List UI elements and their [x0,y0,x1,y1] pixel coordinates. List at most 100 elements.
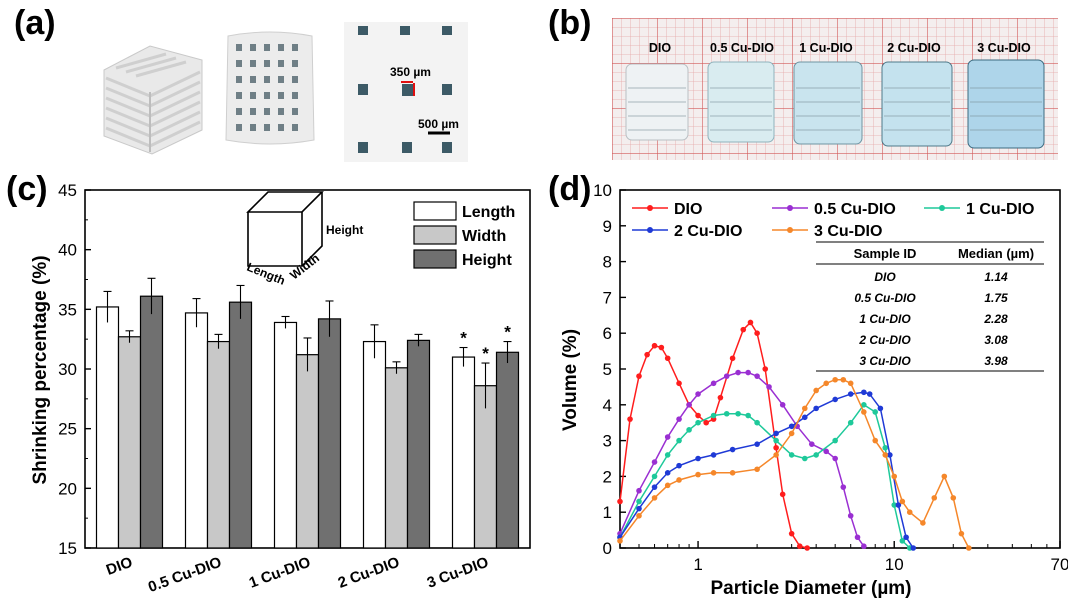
data-point-0-5-cu-dio [808,441,815,447]
data-point-3-cu-dio [958,530,965,537]
chart-c-legend: Length Width Height [408,195,526,271]
data-point-3-cu-dio [676,477,682,483]
legend-marker-0-5-cu-dio [787,205,793,211]
data-point-2-cu-dio [847,391,854,397]
data-point-2-cu-dio [788,423,795,430]
chart-c-x-tick-label: 3 Cu-DIO [425,554,491,592]
data-point-1-cu-dio [636,498,642,505]
bar-height-3-cu-dio [495,351,520,549]
table-cell-sample: 1 Cu-DIO [859,312,911,326]
chart-c-y-tick-label: 35 [58,300,77,319]
data-point-2-cu-dio [861,389,867,396]
data-point-3-cu-dio [813,387,819,394]
chart-d-y-tick-label: 6 [603,324,612,343]
bar-length-0-5-cu-dio [184,312,209,549]
data-point-3-cu-dio [617,538,623,544]
data-point-3-cu-dio [920,520,926,526]
data-point-3-cu-dio [966,545,972,551]
data-point-1-cu-dio [723,410,730,417]
panel-letter-a: (a) [14,4,56,42]
bar-height-1-cu-dio [317,318,342,549]
data-point-1-cu-dio [813,452,819,458]
chart-d-x-tick-label: 1 [693,555,702,574]
table-header-median: Median (µm) [958,246,1034,261]
data-point-3-cu-dio [651,495,658,501]
bar-height-2-cu-dio [406,339,431,549]
chart-d-x-tick-label: 70 [1051,555,1068,574]
table-cell-median: 1.14 [984,270,1008,284]
median-inset-table: Sample ID Median (µm) DIO 1.14 0.5 Cu-DIO 1.7… [816,241,1044,372]
legend-label-dio: DIO [674,201,702,218]
data-point-dio [717,394,724,401]
data-point-1-cu-dio [773,437,779,444]
cube-height-label: Height [326,223,363,237]
data-point-dio [762,366,769,372]
data-point-3-cu-dio [754,466,760,473]
bar-length-2-cu-dio [362,340,387,549]
chart-d-y-tick-label: 2 [603,467,612,486]
data-point-2-cu-dio [877,405,884,412]
data-point-0-5-cu-dio [686,402,692,408]
data-point-3-cu-dio [931,495,938,501]
chart-d-y-axis-label: Volume (%) [560,329,581,431]
data-point-dio [729,355,736,362]
cube-length-label: Length [245,260,287,288]
shrinking-bar-chart: 15 20 25 30 35 40 45 DIO 0.5 Cu-DIO 1 Cu-DIO 2 Cu-… [30,181,531,596]
chart-c-plot-area: 15 20 25 30 35 40 45 DIO 0.5 Cu-DIO 1 Cu-DIO 2 Cu-… [58,181,531,596]
bar-length-dio [95,306,120,549]
data-point-3-cu-dio [891,473,898,480]
sample-label-1-cu-dio: 1 Cu-DIO [799,41,853,55]
data-point-dio [644,351,650,358]
data-point-dio [627,416,633,422]
bar-length-1-cu-dio [273,321,298,549]
chart-c-y-tick-label: 45 [58,181,77,200]
data-point-2-cu-dio [664,470,671,476]
data-point-dio [703,419,709,426]
data-point-dio [773,444,779,451]
particle-size-line-chart: 0 1 2 3 4 5 6 7 8 9 10 1 10 70 Volume (%) Particle Di… [560,181,1068,599]
legend-marker-dio [647,205,653,211]
data-point-3-cu-dio [729,470,736,476]
table-cell-median: 1.75 [984,291,1008,305]
data-point-2-cu-dio [801,414,808,421]
data-point-dio [747,319,754,326]
data-point-1-cu-dio [754,419,760,426]
chart-c-y-tick-label: 40 [58,241,77,260]
chart-d-y-tick-label: 8 [603,253,612,272]
data-point-3-cu-dio [899,498,906,505]
data-point-2-cu-dio [813,405,819,412]
table-cell-sample: 0.5 Cu-DIO [854,291,916,305]
data-point-3-cu-dio [636,512,642,519]
data-point-3-cu-dio [823,380,829,387]
data-point-dio [658,344,665,351]
series-line-0-5-cu-dio [619,371,865,547]
data-point-dio [754,330,760,336]
data-point-1-cu-dio [710,412,717,419]
data-point-3-cu-dio [941,473,948,480]
table-cell-median: 2.28 [983,312,1008,326]
data-point-2-cu-dio [729,446,736,453]
scale-label-500: 500 µm [418,117,459,131]
legend-marker-2-cu-dio [647,227,653,233]
data-point-dio [695,412,701,419]
chart-c-y-tick-label: 25 [58,420,77,439]
data-point-dio [651,342,658,349]
data-point-0-5-cu-dio [745,369,751,376]
table-cell-sample: 2 Cu-DIO [858,333,911,347]
data-point-1-cu-dio [832,437,838,444]
chart-d-y-tick-label: 5 [603,360,612,379]
data-point-2-cu-dio [887,452,893,458]
data-point-2-cu-dio [903,534,909,541]
legend-swatch-length [413,201,457,221]
data-point-2-cu-dio [866,391,873,397]
scaffold-side-photo [86,12,216,162]
chart-d-y-tick-label: 9 [603,217,612,236]
cube-dimension-inset [246,191,324,267]
data-point-1-cu-dio [801,455,808,462]
data-point-1-cu-dio [735,410,741,417]
data-point-dio [788,530,795,537]
data-point-2-cu-dio [636,505,642,512]
legend-label-0-5-cu-dio: 0.5 Cu-DIO [814,201,896,218]
data-point-3-cu-dio [695,471,701,478]
data-point-1-cu-dio [899,538,906,544]
